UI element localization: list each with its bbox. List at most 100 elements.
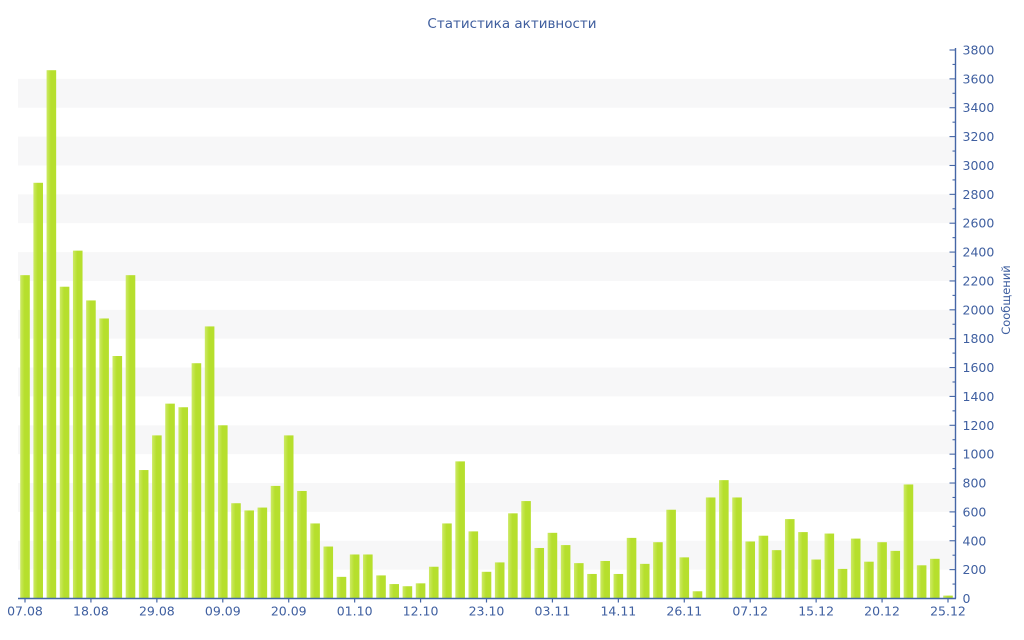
y-tick-label: 2600 [963, 216, 995, 231]
bar[interactable] [46, 70, 57, 599]
y-tick-label: 3200 [963, 129, 995, 144]
bar[interactable] [626, 537, 637, 599]
bar[interactable] [639, 563, 650, 599]
bar[interactable] [152, 435, 162, 599]
bar[interactable] [204, 326, 215, 599]
bar[interactable] [824, 533, 835, 599]
bar[interactable] [20, 275, 30, 599]
bar[interactable] [178, 407, 189, 599]
bar[interactable] [59, 286, 70, 599]
bar[interactable] [534, 547, 545, 599]
bar[interactable] [745, 541, 756, 599]
bar[interactable] [323, 546, 334, 599]
bar[interactable] [231, 503, 241, 599]
bar[interactable] [613, 573, 624, 599]
bar[interactable] [402, 586, 413, 599]
bar[interactable] [468, 531, 479, 599]
x-tick-label: 29.08 [139, 604, 175, 619]
bar[interactable] [521, 501, 531, 599]
bar[interactable] [560, 545, 571, 599]
bar[interactable] [798, 532, 808, 599]
y-tick-label: 600 [963, 504, 987, 519]
y-tick-label: 200 [963, 562, 987, 577]
bar[interactable] [903, 484, 914, 599]
bar[interactable] [244, 510, 254, 599]
bar[interactable] [850, 538, 861, 599]
x-tick-label: 07.12 [732, 604, 768, 619]
bar[interactable] [679, 557, 690, 599]
bar[interactable] [270, 485, 281, 599]
x-tick-label: 26.11 [666, 604, 702, 619]
bar[interactable] [442, 523, 452, 599]
y-tick-label: 1000 [963, 447, 995, 462]
y-tick-label: 2400 [963, 245, 995, 260]
bar[interactable] [138, 470, 149, 599]
y-tick-label: 2000 [963, 302, 995, 317]
bar[interactable] [283, 435, 294, 599]
bar[interactable] [376, 575, 386, 599]
bar[interactable] [310, 523, 320, 599]
bar[interactable] [943, 595, 953, 599]
bar[interactable] [494, 562, 505, 599]
x-tick-label: 12.10 [403, 604, 439, 619]
y-tick-label: 3000 [963, 158, 995, 173]
grid-band [18, 136, 956, 166]
bar[interactable] [297, 490, 307, 599]
x-tick-label: 15.12 [798, 604, 834, 619]
bar[interactable] [600, 560, 610, 599]
x-tick-label: 03.11 [535, 604, 571, 619]
bar[interactable] [692, 591, 703, 599]
bar[interactable] [217, 425, 228, 599]
bar[interactable] [811, 559, 821, 599]
y-tick-label: 1400 [963, 389, 995, 404]
bar[interactable] [481, 571, 492, 599]
bar[interactable] [916, 565, 927, 599]
bar[interactable] [587, 573, 597, 599]
bar[interactable] [837, 568, 848, 599]
bar[interactable] [257, 507, 268, 599]
bar[interactable] [336, 576, 347, 599]
bar[interactable] [758, 535, 769, 599]
chart-title: Статистика активности [427, 16, 597, 32]
bar[interactable] [112, 356, 123, 599]
bar[interactable] [508, 513, 518, 599]
y-tick-label: 3600 [963, 71, 995, 86]
x-tick-label: 01.10 [337, 604, 373, 619]
bar[interactable] [653, 542, 663, 599]
bar[interactable] [890, 550, 901, 599]
bar[interactable] [191, 363, 202, 599]
bar[interactable] [732, 497, 742, 599]
bar[interactable] [86, 300, 96, 599]
bar[interactable] [547, 532, 558, 599]
bar[interactable] [784, 519, 795, 599]
bar[interactable] [165, 403, 175, 599]
bar[interactable] [771, 550, 782, 599]
x-tick-label: 14.11 [600, 604, 636, 619]
bar[interactable] [428, 566, 439, 599]
bar[interactable] [877, 542, 887, 599]
bar[interactable] [72, 250, 83, 599]
y-tick-label: 1800 [963, 331, 995, 346]
bar[interactable] [930, 558, 940, 599]
bar[interactable] [389, 584, 399, 599]
grid-band [18, 367, 956, 397]
x-tick-label: 20.09 [271, 604, 307, 619]
bar[interactable] [415, 583, 426, 599]
bar[interactable] [99, 318, 109, 599]
bar[interactable] [125, 275, 136, 599]
y-tick-label: 2800 [963, 187, 995, 202]
x-tick-label: 23.10 [469, 604, 505, 619]
bar[interactable] [349, 554, 360, 599]
bar[interactable] [666, 509, 676, 599]
bar[interactable] [719, 480, 729, 599]
y-tick-label: 800 [963, 476, 987, 491]
grid-band [18, 78, 956, 108]
bar[interactable] [574, 563, 584, 599]
bar[interactable] [363, 554, 373, 599]
bar[interactable] [705, 497, 716, 599]
bar[interactable] [33, 182, 43, 599]
bar[interactable] [864, 561, 874, 599]
bar[interactable] [455, 461, 465, 599]
grid-band [18, 309, 956, 339]
